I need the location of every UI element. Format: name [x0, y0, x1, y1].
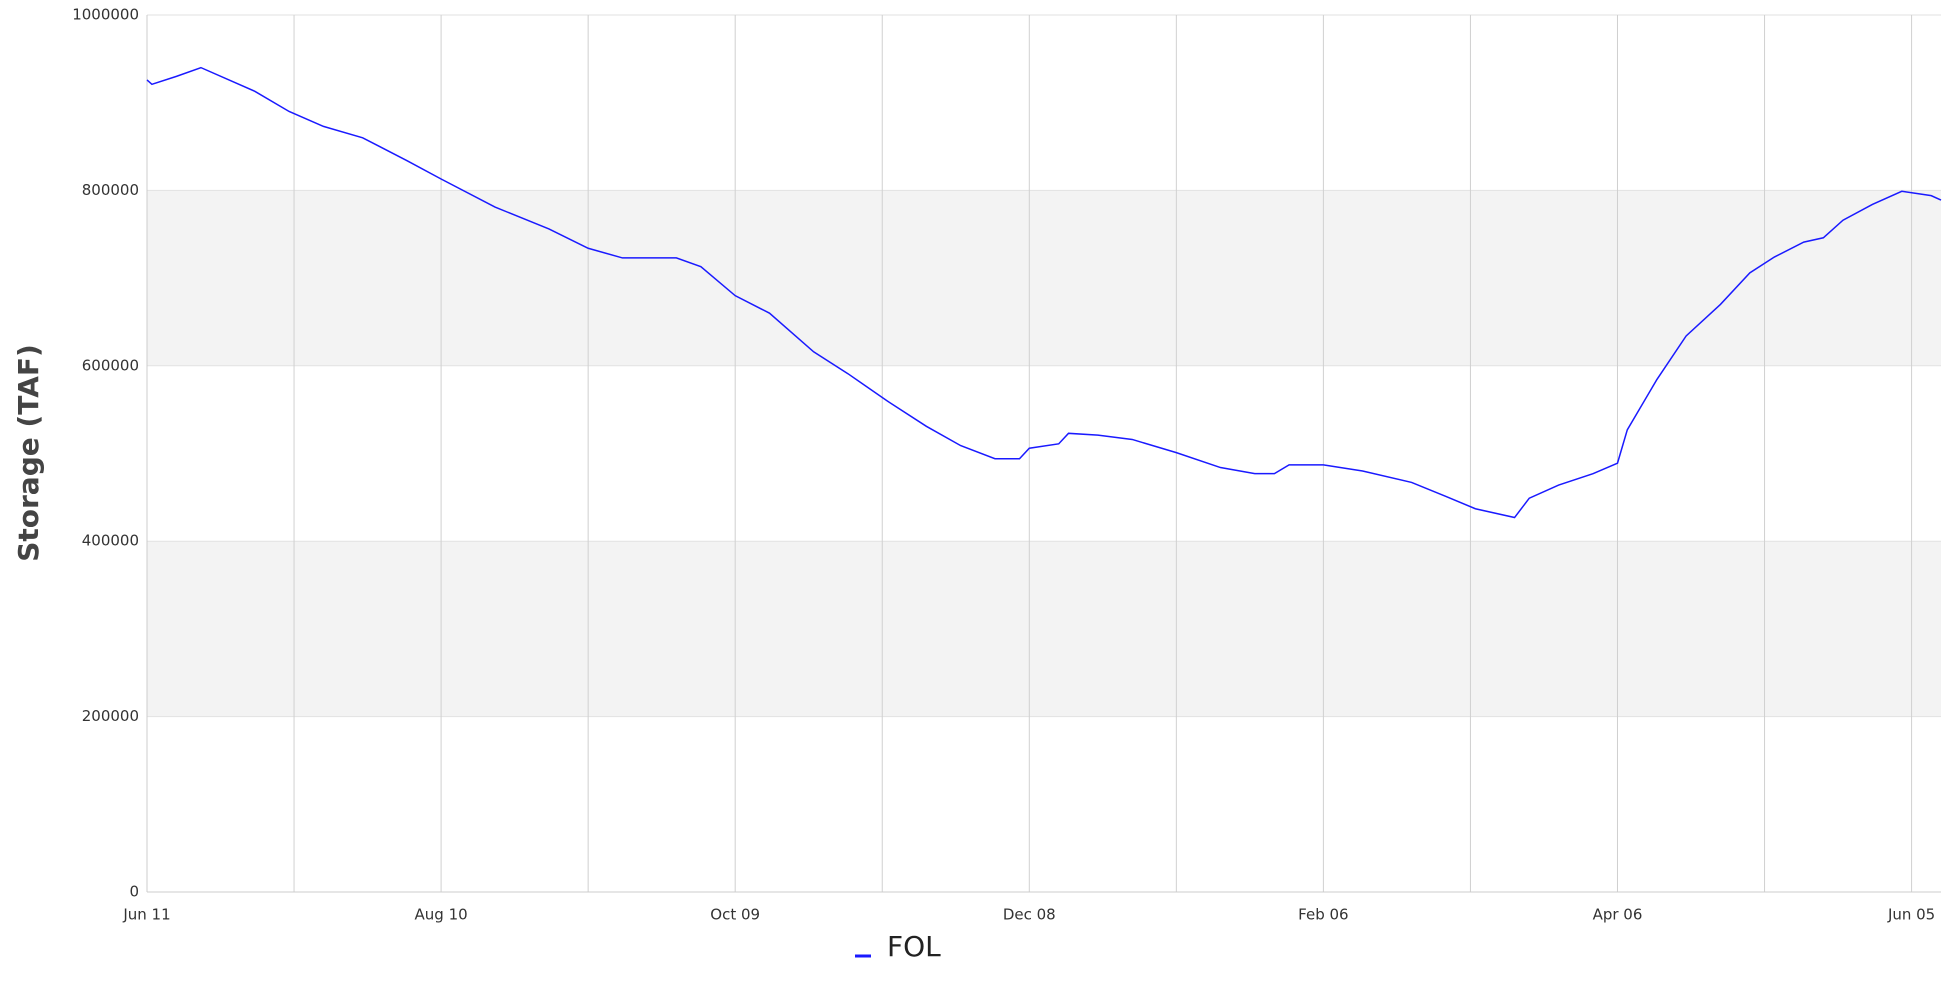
y-tick-label: 1000000 [72, 6, 139, 24]
x-tick-label: Dec 08 [1003, 906, 1056, 924]
y-tick-label: 400000 [82, 532, 139, 550]
x-tick-label: Jun 05 [1887, 906, 1935, 924]
y-tick-label: 200000 [82, 707, 139, 725]
y-tick-label: 800000 [82, 181, 139, 199]
y-tick-label: 0 [129, 883, 139, 901]
x-tick-label: Apr 06 [1593, 906, 1643, 924]
x-tick-label: Oct 09 [710, 906, 760, 924]
x-tick-label: Jun 11 [122, 906, 170, 924]
grid-band [147, 190, 1941, 366]
data-line [146, 66, 1942, 519]
y-axis-label: Storage (TAF) [12, 344, 45, 562]
grid-band [147, 541, 1941, 717]
x-tick-label: Feb 06 [1298, 906, 1348, 924]
legend-label: FOL [887, 930, 941, 963]
y-tick-label: 600000 [82, 356, 139, 374]
x-tick-label: Aug 10 [415, 906, 468, 924]
